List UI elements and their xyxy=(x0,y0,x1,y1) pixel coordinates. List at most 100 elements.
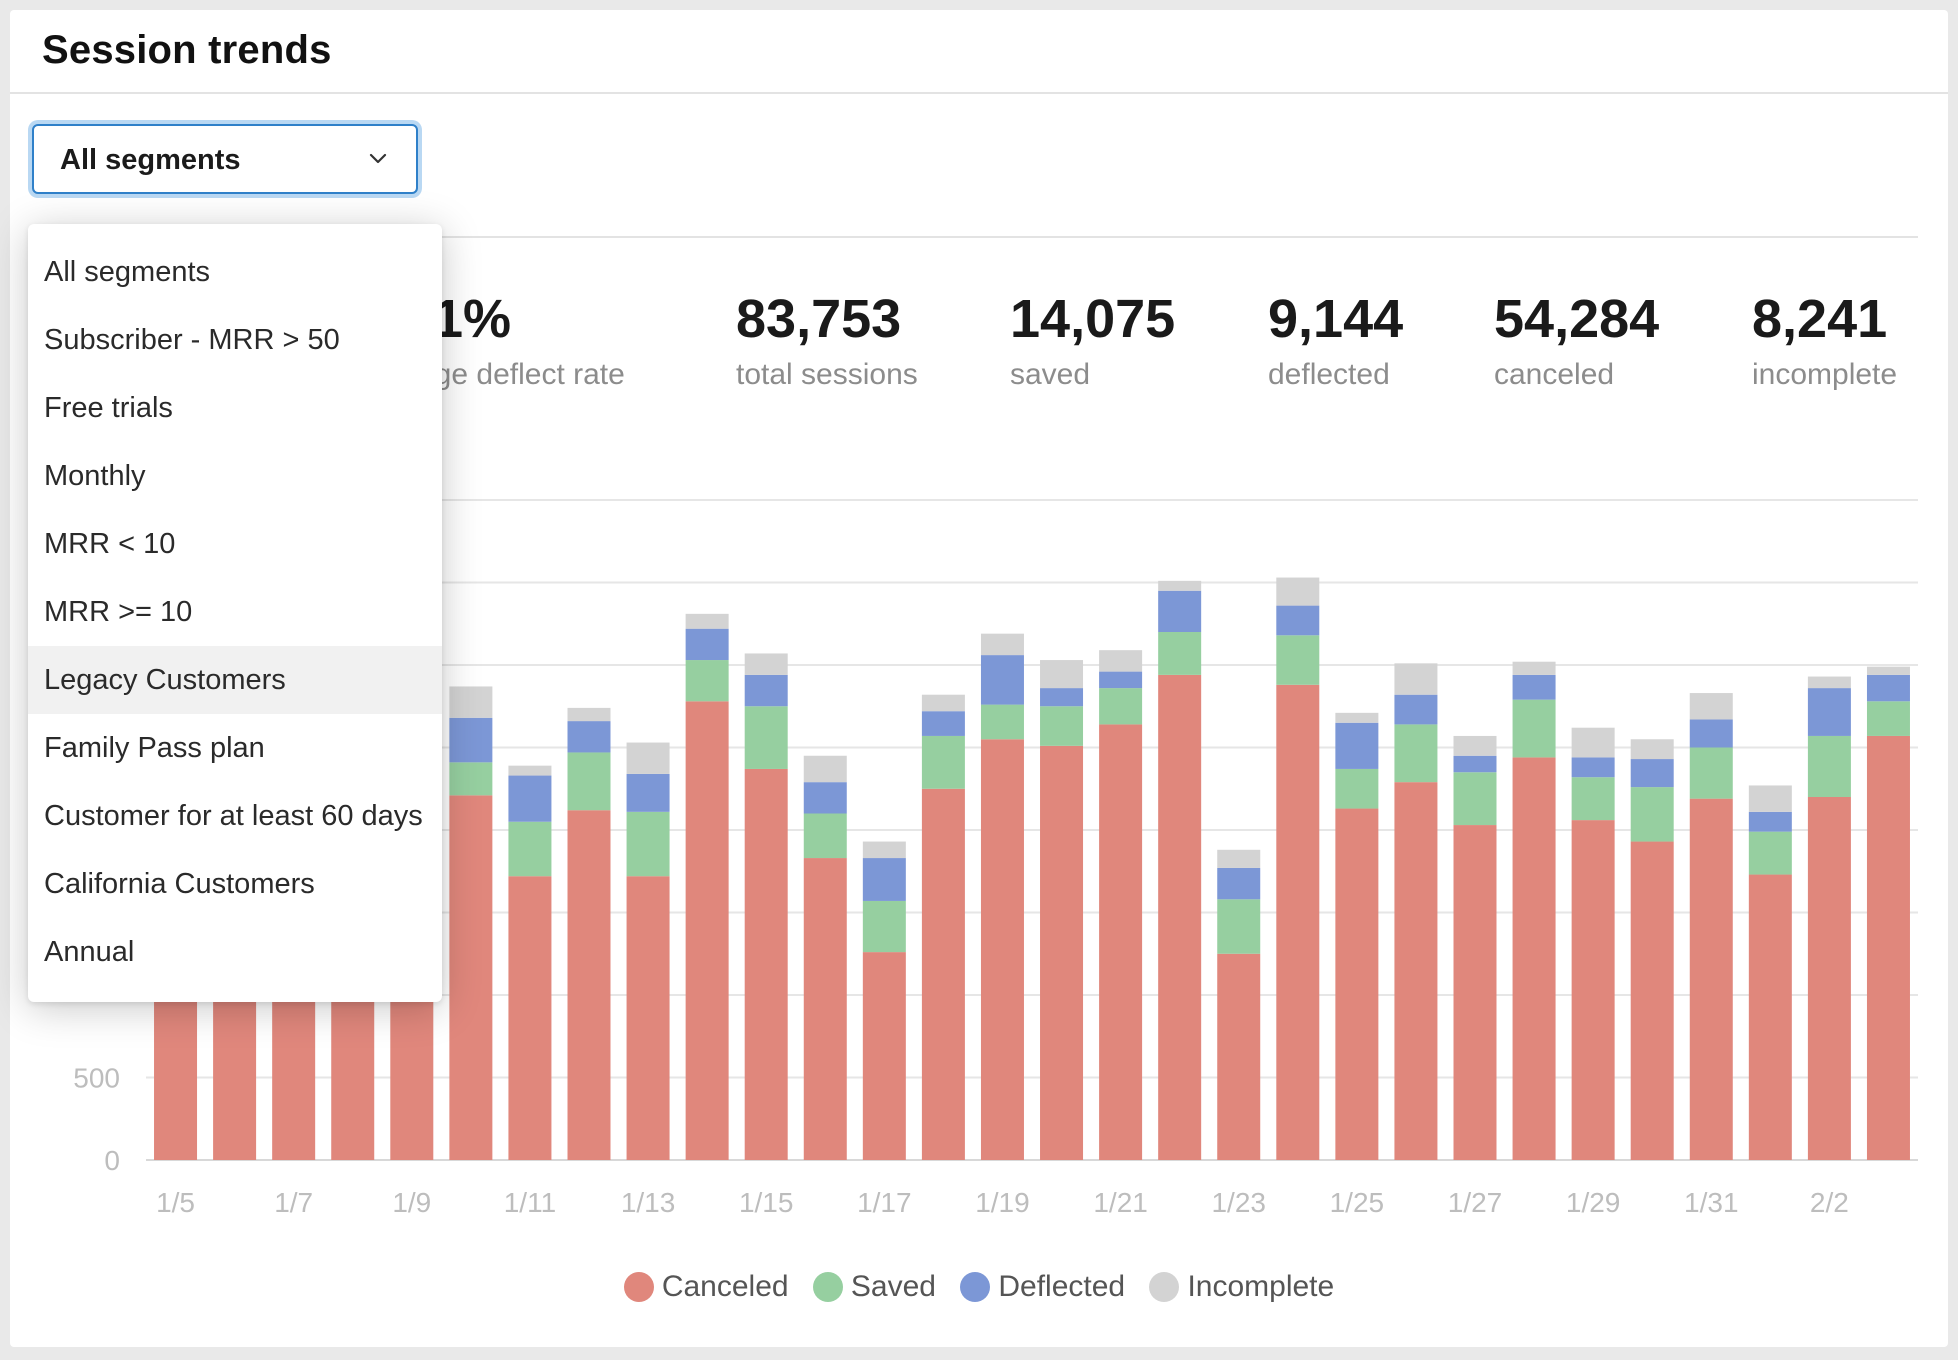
segment-option[interactable]: MRR < 10 xyxy=(44,528,176,560)
bar-deflected xyxy=(921,711,965,736)
bar-saved xyxy=(980,704,1024,740)
segment-dropdown-menu: All segments Subscriber - MRR > 50 Free … xyxy=(28,224,442,1002)
x-tick-label: 1/17 xyxy=(857,1187,912,1218)
bar-incomplete xyxy=(1512,661,1556,675)
bar-saved xyxy=(1335,768,1379,809)
stat-label: age deflect rate xyxy=(418,358,625,391)
section-divider xyxy=(442,236,1918,238)
bar-deflected xyxy=(1217,867,1261,900)
dropdown-caret xyxy=(208,210,238,225)
bar-canceled xyxy=(1217,953,1261,1160)
chevron-down-icon xyxy=(369,153,387,164)
bar-incomplete xyxy=(508,765,552,776)
stat-canceled: 54,284 canceled xyxy=(1494,292,1659,390)
bar-canceled xyxy=(1099,724,1143,1160)
bar-canceled xyxy=(803,858,847,1160)
bar-saved xyxy=(1512,699,1556,758)
bar-deflected xyxy=(626,773,670,812)
stat-deflected: 9,144 deflected xyxy=(1268,292,1403,390)
segment-option[interactable]: Monthly xyxy=(44,460,146,492)
legend-label: Saved xyxy=(850,1269,936,1303)
bar-incomplete xyxy=(1453,735,1497,756)
bar-deflected xyxy=(449,717,493,763)
bar-incomplete xyxy=(1630,739,1674,760)
stat-label: deflected xyxy=(1268,358,1390,391)
bar-incomplete xyxy=(1866,666,1910,675)
bar-deflected xyxy=(1571,757,1615,778)
bar-canceled xyxy=(567,810,611,1160)
segment-option-list: All segments Subscriber - MRR > 50 Free … xyxy=(28,224,442,986)
bar-canceled xyxy=(626,876,670,1160)
bar-deflected xyxy=(1099,671,1143,689)
y-tick-label: 500 xyxy=(73,1063,120,1094)
legend-item-canceled[interactable]: Canceled xyxy=(623,1269,789,1304)
stat-saved: 14,075 saved xyxy=(1010,292,1175,390)
stat-label: total sessions xyxy=(736,358,918,391)
legend-item-deflected[interactable]: Deflected xyxy=(960,1269,1125,1304)
bar-canceled xyxy=(1335,808,1379,1160)
bar-incomplete xyxy=(685,613,729,629)
bar-saved xyxy=(1866,701,1910,736)
stat-value: 8,241 xyxy=(1752,289,1888,349)
legend-label: Deflected xyxy=(998,1269,1126,1303)
bar-deflected xyxy=(980,655,1024,705)
bar-canceled xyxy=(1453,825,1497,1160)
x-tick-label: 1/11 xyxy=(504,1187,556,1218)
y-tick-label: 0 xyxy=(104,1145,120,1176)
segment-option[interactable]: Customer for at least 60 days xyxy=(44,800,423,832)
bar-deflected xyxy=(1689,719,1733,748)
bar-saved xyxy=(626,811,670,877)
segment-option-highlighted[interactable]: Legacy Customers xyxy=(28,646,442,714)
bar-canceled xyxy=(1394,782,1438,1160)
page-title: Session trends xyxy=(42,28,332,72)
bar-deflected xyxy=(508,775,552,822)
bar-canceled xyxy=(1512,757,1556,1160)
bar-saved xyxy=(1630,787,1674,842)
segment-option[interactable]: Annual xyxy=(44,936,135,968)
bar-incomplete xyxy=(1217,849,1261,868)
bar-deflected xyxy=(1394,694,1438,725)
bar-incomplete xyxy=(980,633,1024,656)
bar-saved xyxy=(1689,747,1733,799)
bar-saved xyxy=(685,660,729,702)
segment-option[interactable]: Family Pass plan xyxy=(44,732,265,764)
bar-deflected xyxy=(1866,674,1910,702)
bar-canceled xyxy=(862,952,906,1160)
stat-value: 83,753 xyxy=(736,289,902,349)
bar-incomplete xyxy=(449,686,493,718)
bar-incomplete xyxy=(1689,693,1733,720)
x-tick-label: 1/5 xyxy=(156,1187,195,1218)
segment-option[interactable]: All segments xyxy=(44,256,211,288)
bar-deflected xyxy=(1807,688,1851,736)
bar-canceled xyxy=(1866,735,1910,1160)
legend-dot xyxy=(960,1271,991,1302)
bar-canceled xyxy=(744,768,788,1160)
bar-canceled xyxy=(508,876,552,1160)
segment-option[interactable]: Subscriber - MRR > 50 xyxy=(44,324,340,356)
bar-saved xyxy=(567,752,611,811)
bar-saved xyxy=(1571,777,1615,821)
legend-item-incomplete[interactable]: Incomplete xyxy=(1149,1269,1334,1304)
legend-item-saved[interactable]: Saved xyxy=(812,1269,936,1304)
bar-deflected xyxy=(744,674,788,707)
segment-option[interactable]: MRR >= 10 xyxy=(44,596,193,628)
bar-canceled xyxy=(1630,841,1674,1160)
bar-saved xyxy=(1748,831,1792,875)
stat-value: 54,284 xyxy=(1494,289,1660,349)
bar-incomplete xyxy=(567,707,611,722)
bar-deflected xyxy=(803,782,847,814)
stat-incomplete: 8,241 incomplete xyxy=(1752,292,1897,390)
bar-canceled xyxy=(980,739,1024,1160)
chart-legend: Canceled Saved Deflected Incomplete xyxy=(0,1268,1958,1304)
bar-saved xyxy=(508,821,552,877)
segment-option[interactable]: Free trials xyxy=(44,392,173,424)
segment-option[interactable]: California Customers xyxy=(44,868,315,900)
stat-label: saved xyxy=(1010,358,1091,391)
x-tick-label: 1/25 xyxy=(1330,1187,1385,1218)
bar-saved xyxy=(1158,632,1202,675)
segment-select[interactable]: All segments xyxy=(32,124,418,194)
x-tick-label: 1/29 xyxy=(1566,1187,1621,1218)
x-tick-label: 1/31 xyxy=(1684,1187,1739,1218)
bar-deflected xyxy=(1158,590,1202,632)
